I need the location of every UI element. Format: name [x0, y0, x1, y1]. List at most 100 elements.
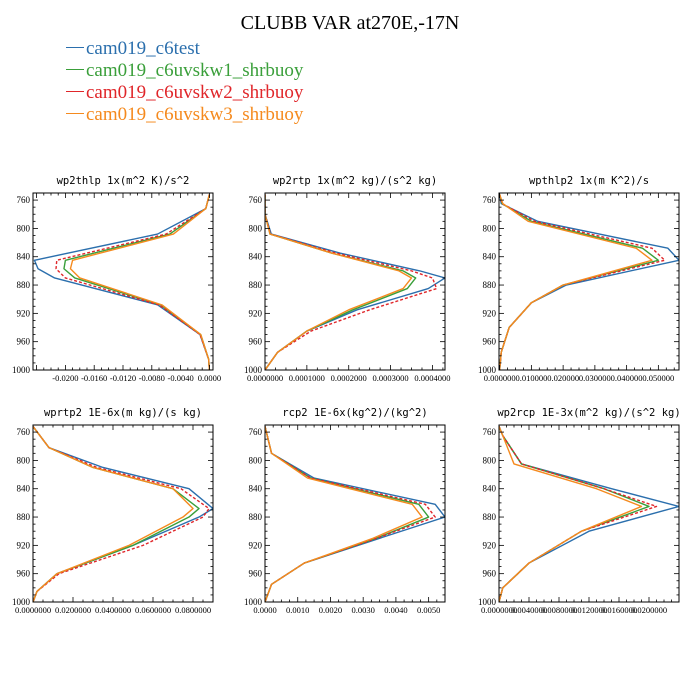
x-tick-label: 0.040000 [611, 373, 643, 383]
x-tick-label: 0.0030 [351, 605, 374, 615]
legend-label: cam019_c6test [86, 38, 200, 59]
y-tick-label: 840 [249, 484, 263, 494]
y-tick-label: 880 [249, 280, 263, 290]
panel-4: wprtp2 1E-6x(m kg)/(s kg) 760 800 840 880 920… [12, 407, 214, 615]
y-tick-label: 760 [483, 427, 497, 437]
y-tick-label: 800 [17, 223, 31, 233]
x-tick-label: 0.0000 [198, 373, 221, 383]
y-tick-label: 920 [483, 308, 497, 318]
panel-frame [264, 192, 446, 371]
legend-entry-uvskw3: cam019_c6uvskw3_shrbuoy [66, 104, 303, 126]
x-tick-label: 0.0040000 [511, 605, 547, 615]
legend-swatch [66, 69, 84, 71]
series-line-uvskw3 [33, 425, 194, 602]
y-tick-label: 960 [17, 337, 31, 347]
y-tick-label: 1000 [244, 365, 263, 375]
legend-label: cam019_c6uvskw3_shrbuoy [86, 104, 304, 125]
y-tick-label: 760 [249, 195, 263, 205]
y-tick-label: 1000 [478, 365, 497, 375]
x-tick-label: 0.0040 [384, 605, 407, 615]
legend-entry-uvskw1: cam019_c6uvskw1_shrbuoy [66, 60, 303, 82]
x-tick-label: 0.0003000 [373, 373, 409, 383]
figure-title: CLUBB VAR at270E,-17N [240, 12, 460, 34]
panel-title: wp2rtp 1x(m^2 kg)/(s^2 kg) [273, 175, 437, 187]
x-tick-label: 0.0000 [253, 605, 276, 615]
legend-label: cam019_c6uvskw1_shrbuoy [86, 60, 304, 81]
panel-title: wpthlp2 1x(m K^2)/s [529, 175, 649, 187]
panel-title: wp2rcp 1E-3x(m^2 kg)/(s^2 kg) [497, 407, 680, 419]
y-tick-label: 880 [249, 512, 263, 522]
y-tick-label: 800 [249, 223, 263, 233]
x-tick-label: 0.010000 [515, 373, 547, 383]
x-tick-label: 0.0001000 [289, 373, 325, 383]
x-tick-label: -0.0200 [52, 373, 78, 383]
series-line-c6test [499, 426, 679, 602]
y-tick-label: 760 [17, 195, 31, 205]
y-tick-label: 960 [249, 337, 263, 347]
legend-swatch [66, 47, 84, 49]
x-tick-label: 0.0000000 [481, 605, 517, 615]
panel-title: wp2thlp 1x(m^2 K)/s^2 [57, 175, 190, 187]
series-line-uvskw2 [55, 194, 211, 370]
series-line-uvskw2 [33, 425, 210, 602]
y-tick-label: 920 [483, 540, 497, 550]
series-line-uvskw2 [265, 194, 438, 370]
x-tick-label: 0.0160000 [601, 605, 637, 615]
series-line-c6test [33, 194, 211, 370]
x-tick-label: 0.030000 [579, 373, 611, 383]
panel-frame [498, 192, 680, 371]
y-tick-label: 800 [17, 455, 31, 465]
panel-5: rcp2 1E-6x(kg^2)/(kg^2) 760 800 840 880 920 96… [244, 407, 446, 615]
x-tick-label: -0.0040 [167, 373, 193, 383]
x-tick-label: -0.0120 [110, 373, 136, 383]
legend-swatch [66, 91, 84, 93]
y-tick-label: 760 [483, 195, 497, 205]
y-tick-label: 840 [483, 252, 497, 262]
panel-2: wp2rtp 1x(m^2 kg)/(s^2 kg) 760 800 840 880 92… [244, 175, 451, 383]
y-tick-label: 880 [483, 512, 497, 522]
x-tick-label: 0.0050 [417, 605, 440, 615]
series-line-uvskw2 [265, 426, 436, 602]
x-tick-label: 0.020000 [547, 373, 579, 383]
y-tick-label: 960 [483, 337, 497, 347]
x-tick-label: 0.000000 [484, 373, 516, 383]
y-tick-label: 1000 [12, 365, 31, 375]
x-tick-label: 0.0200000 [631, 605, 667, 615]
series-line-uvskw1 [499, 426, 650, 602]
series-line-uvskw2 [499, 426, 658, 602]
x-tick-label: 0.050000 [642, 373, 674, 383]
y-tick-label: 880 [17, 512, 31, 522]
x-tick-label: -0.0160 [81, 373, 107, 383]
y-tick-label: 800 [483, 455, 497, 465]
y-tick-label: 960 [17, 569, 31, 579]
series-line-uvskw1 [33, 425, 200, 602]
y-tick-label: 800 [249, 455, 263, 465]
y-tick-label: 840 [17, 252, 31, 262]
y-tick-label: 920 [249, 308, 263, 318]
x-tick-label: 0.0010 [286, 605, 309, 615]
y-tick-label: 840 [249, 252, 263, 262]
y-tick-label: 960 [249, 569, 263, 579]
y-tick-label: 1000 [12, 597, 31, 607]
y-tick-label: 880 [17, 280, 31, 290]
legend-label: cam019_c6uvskw2_shrbuoy [86, 82, 304, 103]
legend-entry-c6test: cam019_c6test [66, 38, 200, 60]
series-line-c6test [265, 426, 445, 602]
x-tick-label: 0.0002000 [331, 373, 367, 383]
y-tick-label: 1000 [478, 597, 497, 607]
panel-frame [264, 424, 446, 603]
y-tick-label: 880 [483, 280, 497, 290]
panel-3: wpthlp2 1x(m K^2)/s 760 800 840 880 920 960 100… [478, 175, 680, 383]
legend-swatch [66, 113, 84, 115]
x-tick-label: 0.0800000 [175, 605, 211, 615]
series-line-uvskw1 [265, 426, 430, 602]
series-line-uvskw3 [499, 194, 653, 370]
x-tick-label: 0.0004000 [414, 373, 450, 383]
y-tick-label: 920 [249, 540, 263, 550]
y-tick-label: 760 [17, 427, 31, 437]
x-tick-label: 0.0200000 [55, 605, 91, 615]
panel-title: wprtp2 1E-6x(m kg)/(s kg) [44, 407, 202, 419]
x-tick-label: 0.0020 [319, 605, 342, 615]
x-tick-label: 0.0120000 [571, 605, 607, 615]
panel-title: rcp2 1E-6x(kg^2)/(kg^2) [282, 407, 427, 419]
